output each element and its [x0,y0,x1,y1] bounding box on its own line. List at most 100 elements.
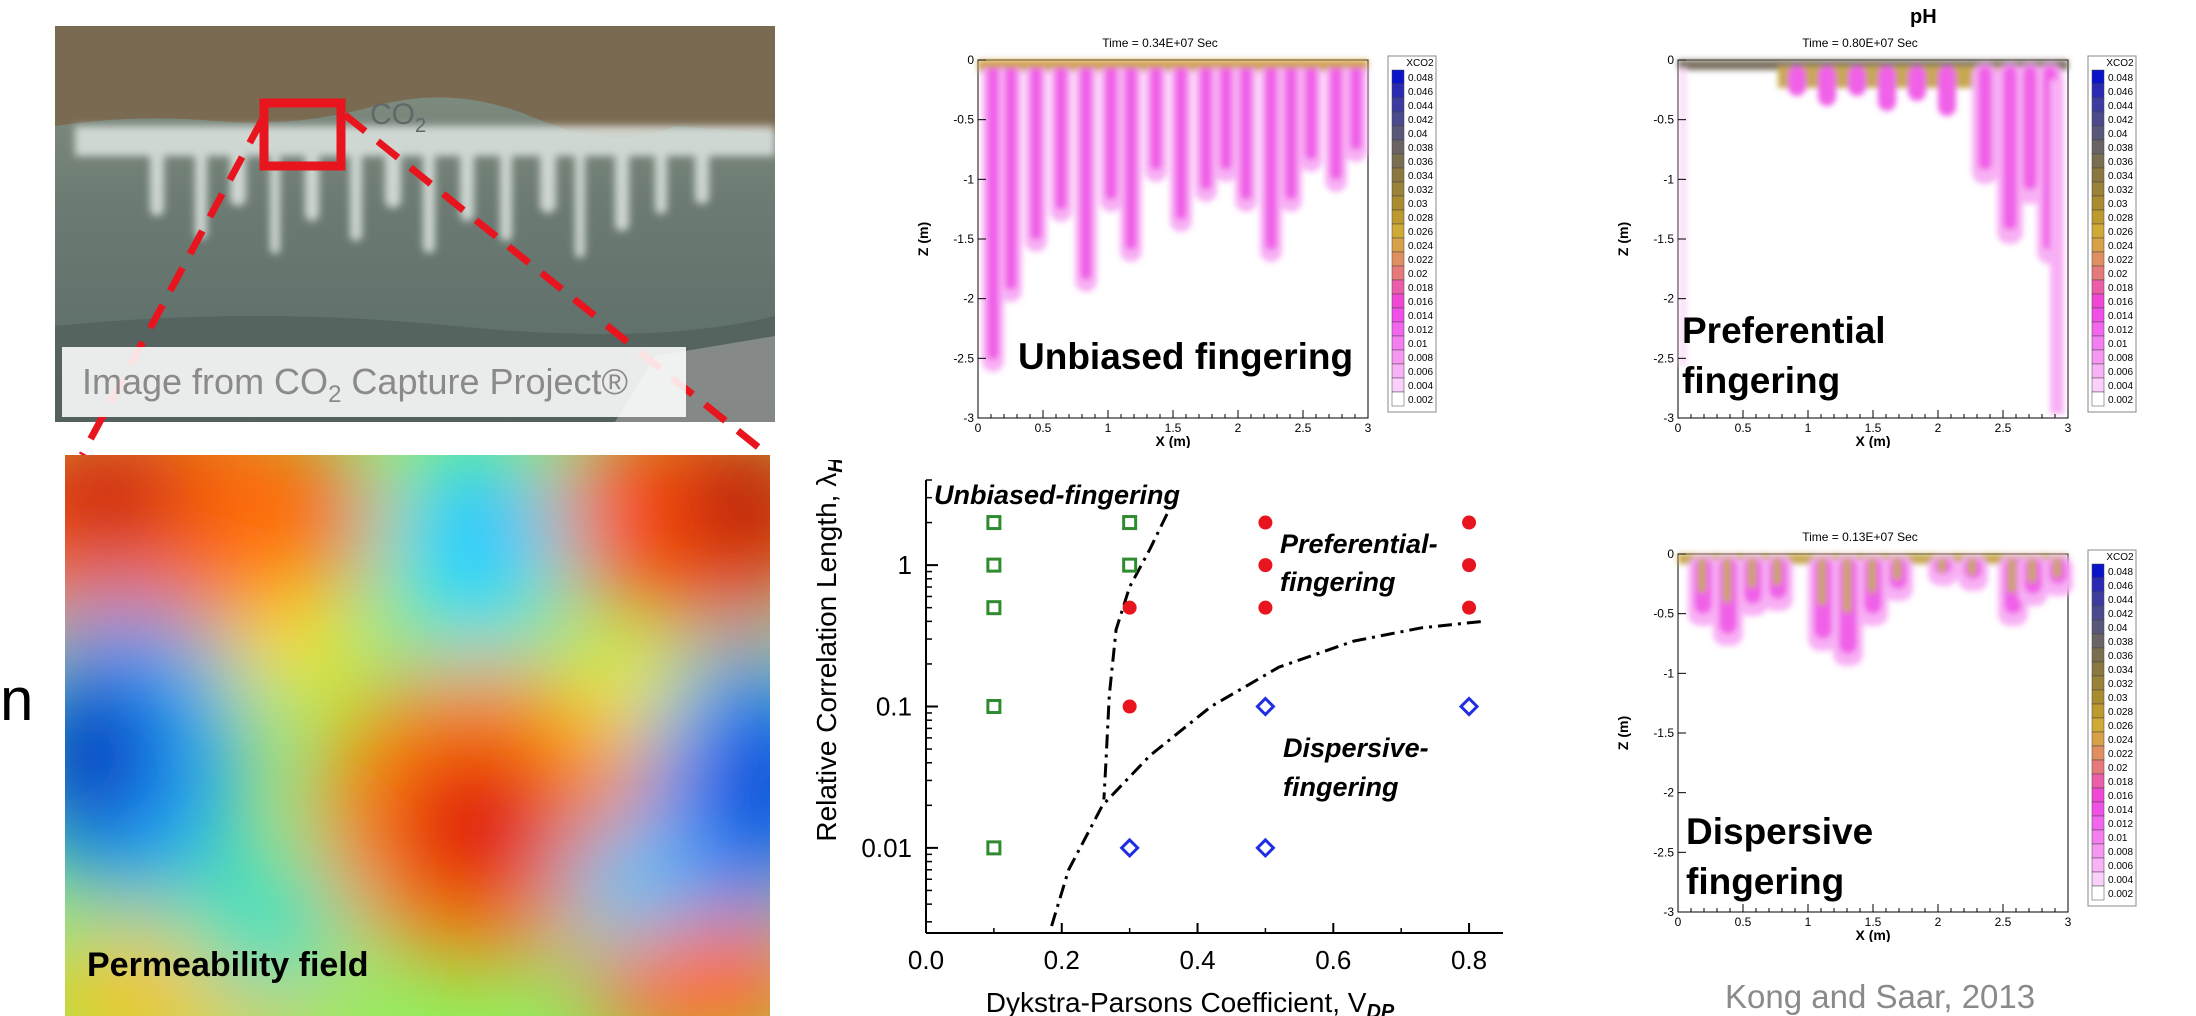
unbiased-xtick: 0.5 [1035,421,1052,435]
unbiased-xtick: 0 [975,421,982,435]
dispersive-legend-value: 0.032 [2108,679,2133,690]
preferential-ytick: -2.5 [1653,351,1674,365]
point-open-diamond [1119,837,1140,859]
phase-boundary-1 [1050,619,1483,927]
dispersive-legend-swatch [2091,773,2105,789]
point-filled-circle [1462,515,1477,530]
unbiased-ytick: 0 [967,53,974,67]
region-label-dispersive-2: fingering [1283,772,1399,802]
preferential-legend-swatch [2091,307,2105,323]
preferential-label: Preferential fingering [1682,306,1886,406]
unbiased-panel: Time = 0.34E+07 Sec 0 0.5 1 1.5 2 2.5 3 0 -0.5 -1… [900,28,1440,448]
dispersive-legend-swatch [2091,647,2105,663]
dispersive-legend-value: 0.002 [2108,889,2133,900]
dispersive-legend-swatch [2091,857,2105,873]
dispersive-legend-swatch [2091,661,2105,677]
region-label-unbiased: Unbiased-fingering [934,480,1181,510]
preferential-legend-value: 0.018 [2108,283,2133,294]
unbiased-legend-value: 0.004 [1408,381,1433,392]
unbiased-legend-value: 0.042 [1408,115,1433,126]
unbiased-legend-swatch [1391,139,1405,155]
unbiased-legend-value: 0.008 [1408,353,1433,364]
point-filled-circle [1122,699,1137,714]
dispersive-xlabel: X (m) [1856,927,1891,942]
chart-xtick-label: 0.0 [908,945,944,975]
dispersive-xtick: 0 [1675,915,1682,929]
dispersive-legend-swatch [2091,801,2105,817]
unbiased-legend-value: 0.018 [1408,283,1433,294]
phase-boundary-0 [1102,513,1169,800]
preferential-legend-swatch [2091,97,2105,113]
unbiased-legend-value: 0.044 [1408,101,1433,112]
unbiased-xtick: 1 [1105,421,1112,435]
unbiased-legend-value: 0.014 [1408,311,1433,322]
preferential-legend-value: 0.042 [2108,115,2133,126]
unbiased-legend-swatch [1391,335,1405,351]
preferential-legend-swatch [2091,265,2105,281]
preferential-legend-value: 0.046 [2108,87,2133,98]
dispersive-legend-value: 0.04 [2108,623,2128,634]
unbiased-legend-swatch [1391,153,1405,169]
dispersive-legend-swatch [2091,829,2105,845]
unbiased-legend-swatch [1391,321,1405,337]
point-open-square [986,840,1002,856]
unbiased-ytick: -1.5 [953,232,974,246]
unbiased-legend-swatch [1391,349,1405,365]
preferential-legend-value: 0.01 [2108,339,2128,350]
point-open-square [986,699,1002,714]
unbiased-legend-swatch [1391,125,1405,141]
unbiased-legend-value: 0.038 [1408,143,1433,154]
unbiased-legend-swatch [1391,181,1405,197]
dispersive-legend-swatch [2091,885,2105,901]
dispersive-legend-value: 0.048 [2108,567,2133,578]
preferential-legend-swatch [2091,237,2105,253]
unbiased-fingers [978,60,1368,372]
preferential-legend-swatch [2091,293,2105,309]
chart-xtick-label: 0.4 [1179,945,1215,975]
preferential-ytick: -3 [1663,411,1674,425]
dispersive-legend-value: 0.01 [2108,833,2128,844]
unbiased-legend-value: 0.04 [1408,129,1428,140]
unbiased-legend-value: 0.022 [1408,255,1433,266]
unbiased-ylabel: Z (m) [915,222,931,256]
preferential-legend-value: 0.002 [2108,395,2133,406]
dispersive-panel: Time = 0.13E+07 Sec 0 0.5 1 1.5 2 2.5 3 0 -0.5 -1… [1600,522,2140,942]
unbiased-ytick: -1 [963,172,974,186]
preferential-legend-value: 0.028 [2108,213,2133,224]
preferential-label-line2: fingering [1682,360,1841,401]
point-open-diamond [1255,696,1276,717]
dispersive-ytick: -1.5 [1653,726,1674,740]
point-open-square [986,557,1002,573]
dispersive-legend-swatch [2091,745,2105,761]
preferential-ytick: -2 [1663,292,1674,306]
preferential-legend-value: 0.02 [2108,269,2128,280]
preferential-legend-value: 0.03 [2108,199,2128,210]
dispersive-legend-value: 0.022 [2108,749,2133,760]
dispersive-legend-swatch [2091,843,2105,859]
preferential-legend-value: 0.012 [2108,325,2133,336]
unbiased-legend-swatch [1391,293,1405,309]
chart-ytick-label: 1 [898,550,912,580]
unbiased-xtick: 1.5 [1165,421,1182,435]
chart-ytick-label: 0.1 [876,692,912,722]
unbiased-time: Time = 0.34E+07 Sec [1102,36,1218,50]
dispersive-legend-swatch [2091,577,2105,593]
photo-caption: Image from CO2 Capture Project® [62,347,686,417]
preferential-legend-swatch [2091,391,2105,407]
unbiased-legend-value: 0.032 [1408,185,1433,196]
unbiased-legend-value: 0.048 [1408,73,1433,84]
chart-xtick-label: 0.6 [1315,945,1351,975]
preferential-legend-value: 0.016 [2108,297,2133,308]
citation: Kong and Saar, 2013 [1725,978,2036,1015]
chart-xtick-label: 0.8 [1451,945,1487,975]
preferential-legend-swatch [2091,335,2105,351]
preferential-legend-value: 0.008 [2108,353,2133,364]
dispersive-xtick: 2.5 [1995,915,2012,929]
dispersive-legend-value: 0.042 [2108,609,2133,620]
unbiased-legend-value: 0.01 [1408,339,1428,350]
preferential-legend-swatch [2091,83,2105,99]
permeability-field [65,455,770,1016]
dispersive-time: Time = 0.13E+07 Sec [1802,530,1918,544]
unbiased-legend-swatch [1391,195,1405,211]
dispersive-ytick: 0 [1667,547,1674,561]
